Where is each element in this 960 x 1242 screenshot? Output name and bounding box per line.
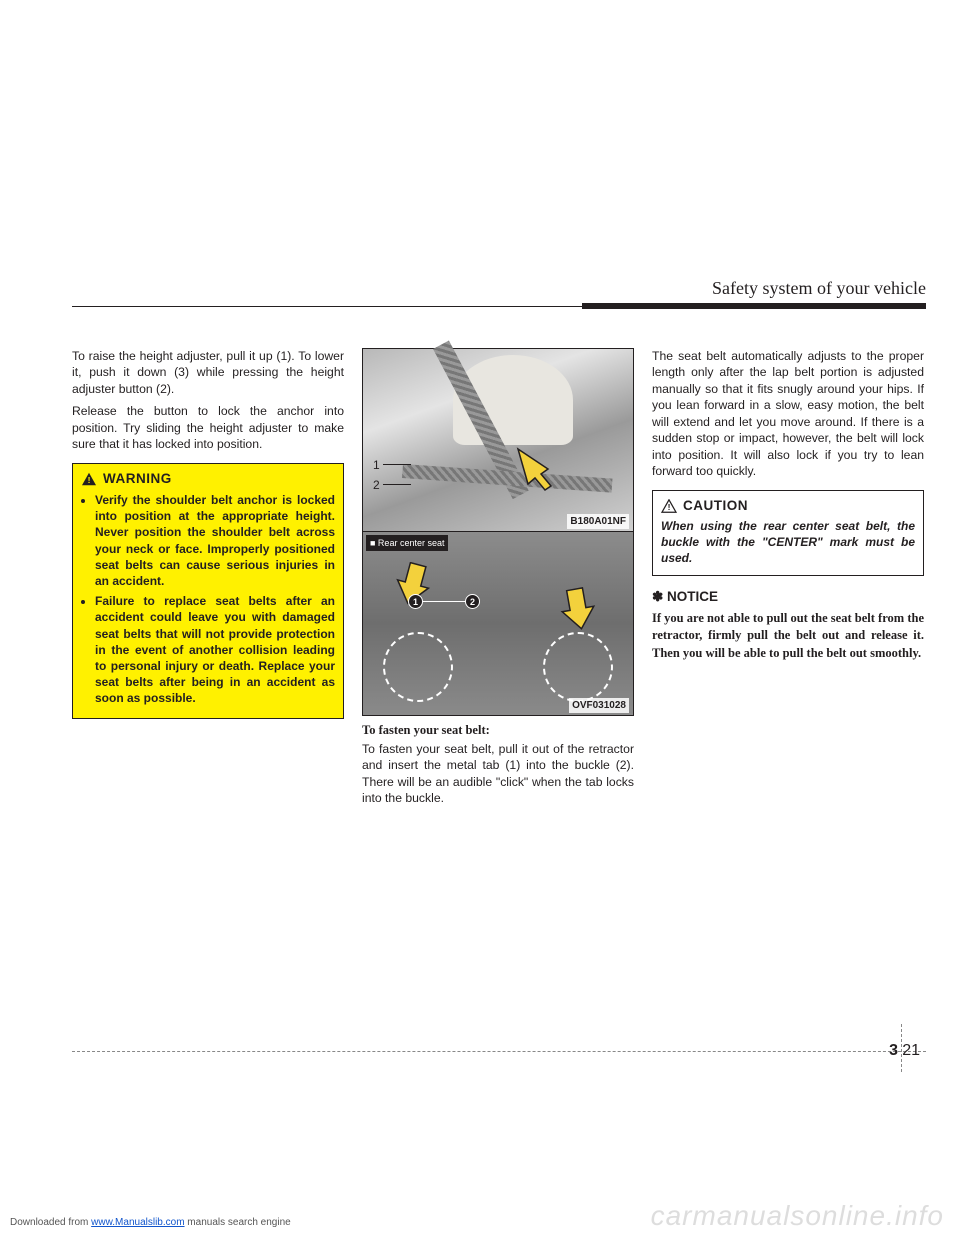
caution-title: CAUTION (683, 497, 748, 515)
page-number-chapter: 3 (889, 1042, 898, 1060)
figure2-callout-1: 1 (408, 594, 423, 609)
figure2-dashed-circle-left (383, 632, 453, 702)
footer-suffix: manuals search engine (185, 1217, 291, 1228)
column-1: To raise the height adjuster, pull it up… (72, 348, 344, 813)
column-3: The seat belt automatically adjusts to t… (652, 348, 924, 813)
footer-prefix: Downloaded from (10, 1217, 91, 1228)
figure2-callout-connector (423, 601, 465, 602)
footer-link[interactable]: www.Manualslib.com (91, 1217, 184, 1228)
col1-para-2: Release the button to lock the anchor in… (72, 403, 344, 452)
figure2-arrow-right-icon (558, 587, 598, 632)
notice-body: If you are not able to pull out the seat… (652, 610, 924, 663)
figure1-callout-1-line (383, 464, 411, 465)
warning-header: ! WARNING (81, 470, 335, 488)
warning-item-2: Failure to replace seat belts after an a… (95, 593, 335, 706)
col2-subhead: To fasten your seat belt: (362, 722, 634, 739)
figure1-callout-2-line (383, 484, 411, 485)
header-thin-rule (72, 306, 926, 307)
figure2-badge: ■ Rear center seat (366, 535, 448, 551)
caution-body: When using the rear center seat belt, th… (661, 518, 915, 567)
figure1-callout-1: 1 (373, 457, 380, 473)
warning-box: ! WARNING Verify the shoulder belt ancho… (72, 463, 344, 720)
chapter-title: Safety system of your vehicle (712, 278, 926, 299)
manual-page: Safety system of your vehicle To raise t… (0, 0, 960, 1242)
watermark-text: carmanualsonline.info (651, 1200, 944, 1232)
content-columns: To raise the height adjuster, pull it up… (72, 348, 926, 813)
warning-triangle-icon: ! (81, 472, 97, 486)
caution-box: ! CAUTION When using the rear center sea… (652, 490, 924, 576)
caution-header: ! CAUTION (661, 497, 915, 515)
footer-dashed-rule (72, 1051, 926, 1052)
figure1-code: B180A01NF (567, 514, 629, 530)
figure2-dashed-circle-right (543, 632, 613, 702)
page-number-page: 21 (902, 1042, 920, 1060)
warning-title: WARNING (103, 470, 172, 488)
svg-text:!: ! (88, 475, 91, 485)
download-footer: Downloaded from www.Manualslib.com manua… (10, 1217, 291, 1228)
notice-header: ✽ NOTICE (652, 588, 924, 606)
col3-para-1: The seat belt automatically adjusts to t… (652, 348, 924, 480)
figure-seatbelt-buckle: 1 2 B180A01NF (362, 348, 634, 532)
col1-para-1: To raise the height adjuster, pull it up… (72, 348, 344, 397)
col2-para-1: To fasten your seat belt, pull it out of… (362, 741, 634, 807)
figure2-callout-2: 2 (465, 594, 480, 609)
warning-list: Verify the shoulder belt anchor is locke… (81, 492, 335, 706)
figure1-callout-2: 2 (373, 477, 380, 493)
figure2-code: OVF031028 (569, 698, 629, 714)
warning-item-1: Verify the shoulder belt anchor is locke… (95, 492, 335, 589)
caution-triangle-icon: ! (661, 499, 677, 513)
page-header: Safety system of your vehicle (72, 278, 926, 318)
page-number-area: 3 21 (826, 1042, 926, 1082)
svg-text:!: ! (668, 502, 671, 512)
figure-rear-center-seat: ■ Rear center seat 1 2 OVF031028 (362, 532, 634, 716)
figure-arrow-icon (513, 444, 563, 494)
column-2: 1 2 B180A01NF ■ Rear center seat 1 2 (362, 348, 634, 813)
